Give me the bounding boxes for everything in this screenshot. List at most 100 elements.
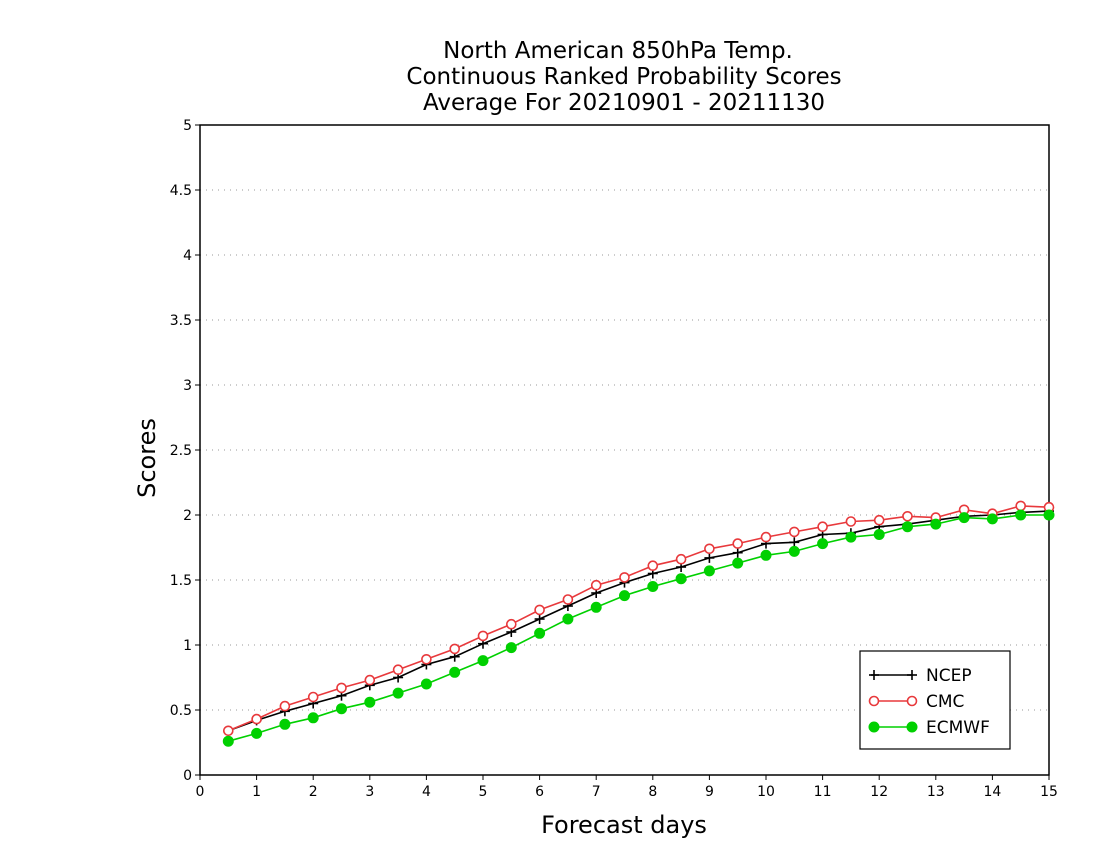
legend-marker-cmc <box>868 695 880 707</box>
plot-frame <box>199 124 1050 776</box>
chart-title: North American 850hPa Temp. Continuous R… <box>406 38 841 116</box>
y-tick-label: 1 <box>183 638 192 654</box>
data-point-cmc <box>421 653 432 665</box>
legend-item-ncep: NCEP <box>869 666 972 686</box>
data-point-ecmwf <box>1043 509 1055 521</box>
legend-box <box>859 650 1011 750</box>
data-point-ecmwf <box>930 518 942 530</box>
legend-marker-ecmwf <box>906 721 918 733</box>
y-tick-label: 0 <box>183 768 192 784</box>
x-axis-title: Forecast days <box>541 811 707 839</box>
data-point-cmc <box>1015 500 1027 512</box>
data-point-cmc <box>477 630 489 642</box>
data-point-ecmwf <box>336 703 347 715</box>
data-point-ecmwf <box>760 549 772 561</box>
data-point-cmc <box>590 579 602 591</box>
data-point-cmc <box>647 560 659 572</box>
legend-marker-ncep <box>907 670 917 680</box>
y-tick-label: 1.5 <box>170 573 192 589</box>
legend-items: NCEP CMC ECMWF <box>868 666 990 738</box>
data-point-ecmwf <box>958 512 970 524</box>
data-point-ecmwf <box>449 666 461 678</box>
data-point-ecmwf <box>732 557 744 569</box>
axis-ticks <box>195 124 1050 780</box>
data-point-ncep <box>789 537 800 548</box>
data-point-cmc <box>873 514 885 526</box>
data-point-ecmwf <box>619 590 630 602</box>
x-tick-label: 7 <box>592 784 601 800</box>
data-point-cmc <box>562 594 574 605</box>
data-point-ecmwf <box>1015 509 1027 521</box>
data-point-cmc <box>449 643 461 655</box>
x-tick-label: 8 <box>648 784 657 800</box>
chart-title-line-1: North American 850hPa Temp. <box>443 38 793 64</box>
data-point-ncep <box>732 547 743 558</box>
x-tick-label: 11 <box>814 784 832 800</box>
legend-item-cmc: CMC <box>868 692 964 712</box>
data-point-ecmwf <box>279 718 291 730</box>
data-point-ecmwf <box>420 678 432 690</box>
legend-label-ecmwf: ECMWF <box>926 718 990 738</box>
y-tick-label: 3.5 <box>170 313 192 329</box>
x-tick-label: 5 <box>479 784 488 800</box>
data-point-ecmwf <box>788 545 800 557</box>
data-point-ecmwf <box>873 529 885 540</box>
data-point-ecmwf <box>477 655 489 667</box>
legend-marker-ecmwf <box>868 721 880 733</box>
x-tick-label: 15 <box>1040 784 1058 800</box>
series-lines <box>222 500 1055 747</box>
data-point-ecmwf <box>817 538 829 550</box>
x-tick-label: 4 <box>422 784 431 800</box>
data-point-ecmwf <box>505 642 517 654</box>
data-point-cmc <box>760 531 772 543</box>
data-point-ecmwf <box>222 735 234 747</box>
data-point-cmc <box>392 664 404 676</box>
y-tick-label: 2.5 <box>170 443 192 459</box>
data-point-cmc <box>704 543 715 555</box>
y-tick-label: 3 <box>183 378 192 394</box>
data-point-cmc <box>619 572 630 583</box>
x-tick-label: 14 <box>983 784 1001 800</box>
data-point-cmc <box>307 691 319 703</box>
data-point-ecmwf <box>675 573 687 585</box>
data-point-cmc <box>336 682 347 694</box>
data-point-cmc <box>223 725 234 737</box>
x-tick-label: 13 <box>927 784 945 800</box>
x-tick-label: 3 <box>365 784 374 800</box>
data-point-ecmwf <box>590 601 602 613</box>
x-tick-label: 2 <box>309 784 318 800</box>
data-point-cmc <box>251 713 262 725</box>
grid-lines <box>200 189 1049 711</box>
data-point-cmc <box>788 526 800 538</box>
data-point-ecmwf <box>251 727 263 739</box>
data-point-cmc <box>845 516 857 527</box>
y-axis-title: Scores <box>133 418 161 498</box>
data-point-cmc <box>534 604 545 616</box>
data-point-ncep <box>704 552 715 563</box>
data-point-cmc <box>675 553 687 565</box>
legend-item-ecmwf: ECMWF <box>868 718 990 738</box>
data-point-ecmwf <box>534 627 546 639</box>
y-tick-label: 2 <box>183 508 192 524</box>
x-tick-label: 0 <box>196 784 205 800</box>
x-tick-label: 9 <box>705 784 714 800</box>
data-point-ecmwf <box>703 565 715 577</box>
data-point-ecmwf <box>647 581 659 592</box>
x-tick-label: 10 <box>757 784 775 800</box>
y-tick-label: 5 <box>183 118 192 134</box>
data-point-cmc <box>902 510 913 522</box>
legend-marker-ncep <box>869 670 879 680</box>
series-ecmwf <box>222 509 1055 747</box>
tick-labels: 00.511.522.533.544.550 1 2 3 4 5 6 7 8 9 10 11 12 13 1… <box>170 118 1058 800</box>
y-tick-label: 4 <box>183 248 192 264</box>
x-tick-label: 1 <box>252 784 261 800</box>
x-tick-label: 6 <box>535 784 544 800</box>
chart-title-line-3: Average For 20210901 - 20211130 <box>423 90 825 116</box>
legend-label-ncep: NCEP <box>926 666 972 686</box>
data-point-ecmwf <box>902 521 913 533</box>
data-point-ecmwf <box>562 613 574 625</box>
data-point-ecmwf <box>986 513 998 525</box>
y-tick-label: 0.5 <box>170 703 192 719</box>
data-point-ecmwf <box>364 696 376 708</box>
